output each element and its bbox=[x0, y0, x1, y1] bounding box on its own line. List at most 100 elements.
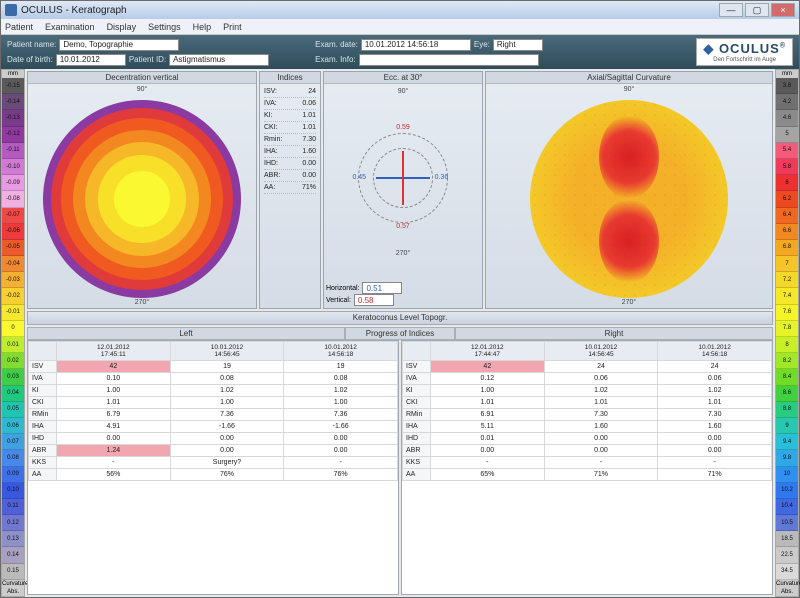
ecc-vert-field[interactable] bbox=[354, 294, 394, 306]
patient-bar: Patient name: Date of birth: Patient ID:… bbox=[1, 35, 799, 69]
titlebar: OCULUS - Keratograph — ▢ × bbox=[1, 1, 799, 19]
colorbar-swatch[interactable]: 5.8 bbox=[776, 159, 798, 175]
colorbar-swatch[interactable]: -0.15 bbox=[2, 78, 24, 94]
colorbar-swatch[interactable]: 3.8 bbox=[776, 78, 798, 94]
colorbar-swatch[interactable]: 8.8 bbox=[776, 402, 798, 418]
colorbar-swatch[interactable]: 18.5 bbox=[776, 531, 798, 547]
colorbar-swatch[interactable]: 10.4 bbox=[776, 499, 798, 515]
colorbar-swatch[interactable]: 22.5 bbox=[776, 547, 798, 563]
colorbar-swatch[interactable]: 7.8 bbox=[776, 321, 798, 337]
axial-map[interactable]: 90° 270° bbox=[486, 84, 772, 308]
decentration-map[interactable]: 90° 270° bbox=[28, 84, 256, 308]
exam-date-field[interactable] bbox=[361, 39, 471, 51]
colorbar-swatch[interactable]: 0.14 bbox=[2, 547, 24, 563]
colorbar-swatch[interactable]: 0.13 bbox=[2, 531, 24, 547]
colorbar-swatch[interactable]: 7.6 bbox=[776, 305, 798, 321]
colorbar-swatch[interactable]: -0.14 bbox=[2, 94, 24, 110]
colorbar-swatch[interactable]: 7.2 bbox=[776, 272, 798, 288]
menu-print[interactable]: Print bbox=[223, 22, 242, 32]
patient-name-field[interactable] bbox=[59, 39, 179, 51]
colorbar-swatch[interactable]: 6.4 bbox=[776, 208, 798, 224]
colorbar-swatch[interactable]: 0.08 bbox=[2, 450, 24, 466]
dob-field[interactable] bbox=[56, 54, 126, 66]
table-row: ABR0.000.000.00 bbox=[403, 445, 772, 457]
colorbar-swatch[interactable]: 0.06 bbox=[2, 418, 24, 434]
colorbar-swatch[interactable]: 4.2 bbox=[776, 94, 798, 110]
ecc-bottom: 0.57 bbox=[396, 223, 410, 230]
colorbar-swatch[interactable]: 9.8 bbox=[776, 450, 798, 466]
brand-tagline: Den Fortschritt im Auge bbox=[703, 57, 786, 63]
maximize-button[interactable]: ▢ bbox=[745, 3, 769, 17]
patient-id-field[interactable] bbox=[169, 54, 269, 66]
colorbar-swatch[interactable]: -0.03 bbox=[2, 272, 24, 288]
colorbar-swatch[interactable]: 10.2 bbox=[776, 483, 798, 499]
colorbar-swatch[interactable]: 10.5 bbox=[776, 515, 798, 531]
menu-help[interactable]: Help bbox=[193, 22, 212, 32]
colorbar-swatch[interactable]: -0.01 bbox=[2, 305, 24, 321]
colorbar-swatch[interactable]: -0.05 bbox=[2, 240, 24, 256]
colorbar-swatch[interactable]: 4.6 bbox=[776, 110, 798, 126]
colorbar-swatch[interactable]: 9.4 bbox=[776, 434, 798, 450]
colorbar-swatch[interactable]: -0.07 bbox=[2, 208, 24, 224]
colorbar-swatch[interactable]: 8 bbox=[776, 337, 798, 353]
menu-display[interactable]: Display bbox=[107, 22, 137, 32]
colorbar-swatch[interactable]: 7.4 bbox=[776, 288, 798, 304]
panel-title-ecc: Ecc. at 30° bbox=[324, 72, 482, 84]
colorbar-swatch[interactable]: 0.10 bbox=[2, 483, 24, 499]
colorbar-swatch[interactable]: 8.6 bbox=[776, 386, 798, 402]
menu-settings[interactable]: Settings bbox=[148, 22, 181, 32]
colorbar-swatch[interactable]: -0.02 bbox=[2, 288, 24, 304]
panel-ecc: Ecc. at 30° 0.59 0.36 0.57 0.45 90° bbox=[323, 71, 483, 309]
index-row: IVA:0.06 bbox=[264, 98, 316, 110]
colorbar-swatch[interactable]: 10 bbox=[776, 467, 798, 483]
progress-header-title: Progress of Indices bbox=[345, 327, 455, 340]
label-dob: Date of birth: bbox=[7, 55, 53, 64]
colorbar-swatch[interactable]: -0.06 bbox=[2, 224, 24, 240]
ecc-right: 0.36 bbox=[435, 174, 449, 181]
colorbar-swatch[interactable]: 0.02 bbox=[2, 353, 24, 369]
colorbar-swatch[interactable]: -0.11 bbox=[2, 143, 24, 159]
colorbar-swatch[interactable]: 5 bbox=[776, 127, 798, 143]
colorbar-swatch[interactable]: 7 bbox=[776, 256, 798, 272]
colorbar-swatch[interactable]: 8.4 bbox=[776, 369, 798, 385]
eye-field[interactable] bbox=[493, 39, 543, 51]
colorbar-swatch[interactable]: 0.05 bbox=[2, 402, 24, 418]
colorbar-swatch[interactable]: 6 bbox=[776, 175, 798, 191]
menu-patient[interactable]: Patient bbox=[5, 22, 33, 32]
colorbar-swatch[interactable]: 6.8 bbox=[776, 240, 798, 256]
colorbar-swatch[interactable]: 0 bbox=[2, 321, 24, 337]
colorbar-swatch[interactable]: 0.15 bbox=[2, 564, 24, 580]
close-button[interactable]: × bbox=[771, 3, 795, 17]
menubar: Patient Examination Display Settings Help Pri… bbox=[1, 19, 799, 35]
colorbar-swatch[interactable]: 5.4 bbox=[776, 143, 798, 159]
colorbar-swatch[interactable]: 34.5 bbox=[776, 564, 798, 580]
colorbar-swatch[interactable]: 0.11 bbox=[2, 499, 24, 515]
midbar-keratoconus[interactable]: Keratoconus Level Topogr. bbox=[27, 311, 773, 325]
colorbar-swatch[interactable]: -0.12 bbox=[2, 127, 24, 143]
colorbar-swatch[interactable]: 8.2 bbox=[776, 353, 798, 369]
colorbar-swatch[interactable]: 6.2 bbox=[776, 191, 798, 207]
colorbar-swatch[interactable]: 0.09 bbox=[2, 467, 24, 483]
colorbar-swatch[interactable]: -0.09 bbox=[2, 175, 24, 191]
index-row: IHA:1.60 bbox=[264, 146, 316, 158]
colorbar-swatch[interactable]: 6.6 bbox=[776, 224, 798, 240]
index-row: AA:71% bbox=[264, 182, 316, 194]
ecc-left: 0.45 bbox=[352, 174, 366, 181]
exam-info-field[interactable] bbox=[359, 54, 539, 66]
menu-examination[interactable]: Examination bbox=[45, 22, 95, 32]
colorbar-swatch[interactable]: 0.03 bbox=[2, 369, 24, 385]
colorbar-swatch[interactable]: -0.10 bbox=[2, 159, 24, 175]
minimize-button[interactable]: — bbox=[719, 3, 743, 17]
colorbar-swatch[interactable]: -0.04 bbox=[2, 256, 24, 272]
colorbar-swatch[interactable]: 0.04 bbox=[2, 386, 24, 402]
colorbar-swatch[interactable]: -0.08 bbox=[2, 191, 24, 207]
colorbar-swatch[interactable]: 0.01 bbox=[2, 337, 24, 353]
table-row: KI1.001.021.02 bbox=[403, 385, 772, 397]
axis-s: 270° bbox=[135, 299, 149, 306]
colorbar-swatch[interactable]: 0.07 bbox=[2, 434, 24, 450]
ecc-horiz-field[interactable] bbox=[362, 282, 402, 294]
colorbar-swatch[interactable]: -0.13 bbox=[2, 110, 24, 126]
colorbar-swatch[interactable]: 9 bbox=[776, 418, 798, 434]
progress-header-left: Left bbox=[27, 327, 345, 340]
colorbar-swatch[interactable]: 0.12 bbox=[2, 515, 24, 531]
